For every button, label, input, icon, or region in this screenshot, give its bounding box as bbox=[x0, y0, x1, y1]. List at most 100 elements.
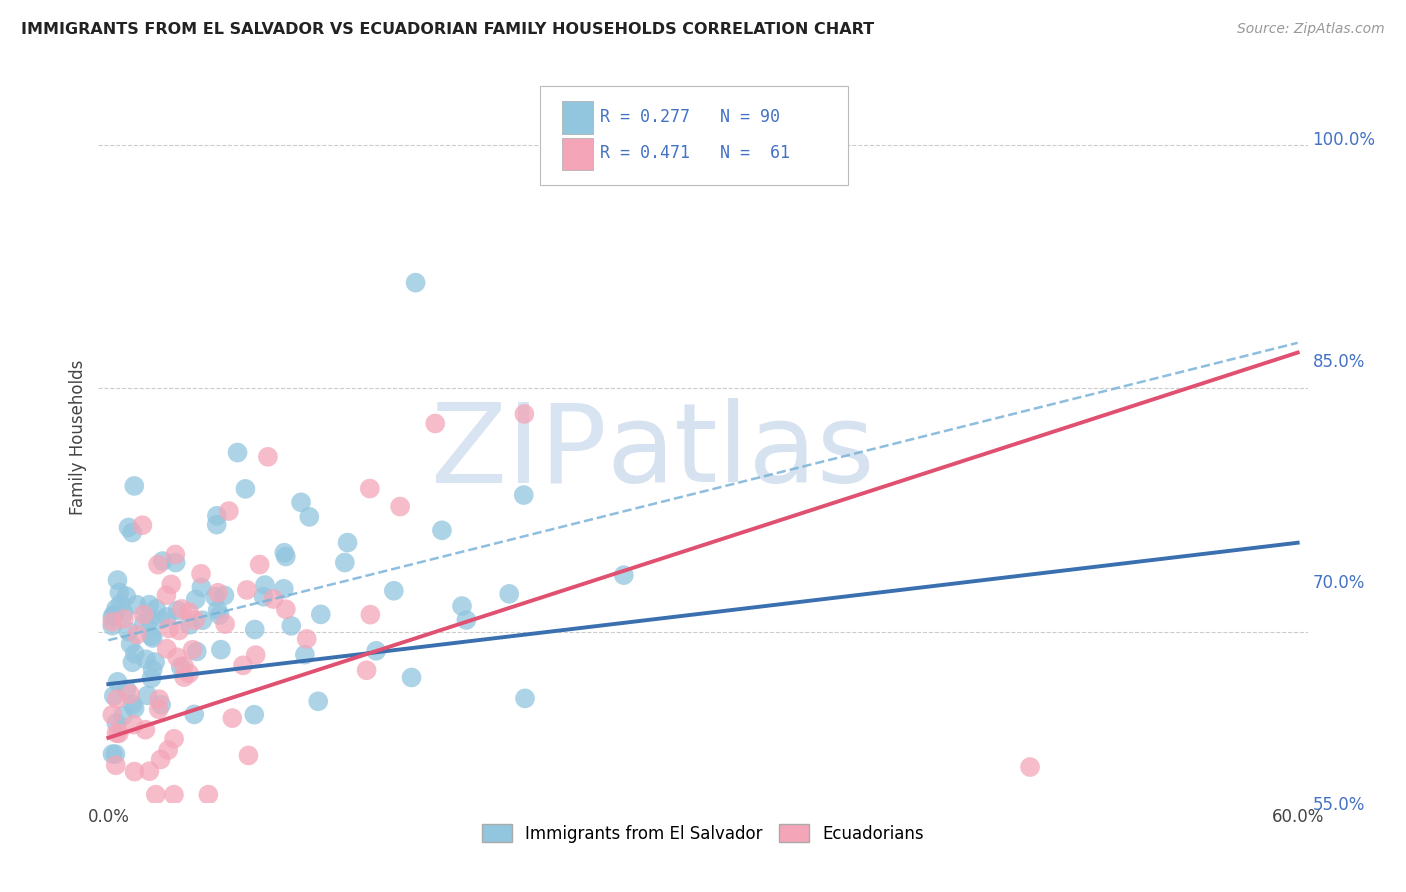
Text: IMMIGRANTS FROM EL SALVADOR VS ECUADORIAN FAMILY HOUSEHOLDS CORRELATION CHART: IMMIGRANTS FROM EL SALVADOR VS ECUADORIA… bbox=[21, 22, 875, 37]
Point bbox=[513, 488, 536, 502]
Point bbox=[104, 758, 127, 772]
Point bbox=[115, 589, 138, 603]
Point bbox=[226, 445, 249, 459]
Point bbox=[165, 548, 187, 562]
Point bbox=[166, 650, 188, 665]
Point bbox=[184, 613, 207, 627]
Point bbox=[105, 726, 128, 740]
Point bbox=[135, 652, 157, 666]
Point bbox=[179, 617, 201, 632]
Point bbox=[243, 623, 266, 637]
Point bbox=[132, 615, 155, 630]
Point bbox=[170, 660, 193, 674]
Point bbox=[117, 520, 139, 534]
Text: Source: ZipAtlas.com: Source: ZipAtlas.com bbox=[1237, 22, 1385, 37]
Point bbox=[115, 682, 138, 697]
Point bbox=[148, 692, 170, 706]
Point bbox=[382, 583, 405, 598]
Point bbox=[454, 877, 477, 891]
Point bbox=[430, 524, 453, 538]
Point bbox=[141, 629, 163, 643]
Point bbox=[1019, 760, 1042, 774]
Point bbox=[122, 717, 145, 731]
Point bbox=[107, 573, 129, 587]
Point bbox=[145, 788, 167, 802]
Point bbox=[112, 606, 135, 620]
Point bbox=[513, 407, 536, 421]
Point bbox=[273, 546, 295, 560]
Point bbox=[163, 731, 186, 746]
Point bbox=[257, 450, 280, 464]
Point bbox=[155, 588, 177, 602]
Point bbox=[290, 495, 312, 509]
Point bbox=[252, 590, 274, 604]
FancyBboxPatch shape bbox=[540, 86, 848, 185]
Point bbox=[117, 624, 139, 639]
Point bbox=[274, 602, 297, 616]
Point bbox=[190, 580, 212, 594]
Point bbox=[163, 788, 186, 802]
Point bbox=[295, 632, 318, 646]
Point bbox=[294, 648, 316, 662]
Point bbox=[183, 707, 205, 722]
Point bbox=[401, 671, 423, 685]
Point bbox=[141, 671, 163, 685]
Point bbox=[156, 610, 179, 624]
Point bbox=[121, 698, 143, 712]
Point bbox=[389, 500, 412, 514]
Point bbox=[456, 613, 478, 627]
Point bbox=[124, 701, 146, 715]
Point bbox=[336, 535, 359, 549]
Point bbox=[218, 504, 240, 518]
Point bbox=[214, 588, 236, 602]
Point bbox=[1000, 877, 1022, 891]
Point bbox=[101, 615, 124, 629]
Point bbox=[232, 658, 254, 673]
Point bbox=[184, 592, 207, 607]
Point bbox=[132, 607, 155, 622]
Point bbox=[166, 603, 188, 617]
Point bbox=[101, 747, 124, 761]
Point bbox=[149, 752, 172, 766]
Point bbox=[125, 627, 148, 641]
Point bbox=[197, 788, 219, 802]
Point bbox=[142, 663, 165, 677]
Point bbox=[111, 709, 134, 723]
Text: atlas: atlas bbox=[606, 398, 875, 505]
Point bbox=[177, 605, 200, 619]
Point bbox=[101, 610, 124, 624]
Point bbox=[104, 747, 127, 761]
Point bbox=[120, 637, 142, 651]
Point bbox=[405, 276, 427, 290]
Point bbox=[451, 599, 474, 613]
Point bbox=[190, 566, 212, 581]
Point bbox=[208, 608, 231, 623]
Point bbox=[173, 658, 195, 673]
Point bbox=[253, 578, 276, 592]
Point bbox=[191, 613, 214, 627]
Point bbox=[280, 619, 302, 633]
Point bbox=[214, 617, 236, 632]
Point bbox=[236, 877, 259, 891]
Point bbox=[136, 689, 159, 703]
Point bbox=[105, 601, 128, 615]
Point bbox=[309, 607, 332, 622]
Point bbox=[262, 592, 284, 607]
Point bbox=[124, 479, 146, 493]
Point bbox=[124, 764, 146, 779]
Point bbox=[142, 631, 165, 645]
Point bbox=[112, 612, 135, 626]
Point bbox=[150, 698, 173, 712]
Point bbox=[209, 642, 232, 657]
Point bbox=[124, 647, 146, 661]
Point bbox=[108, 726, 131, 740]
Point bbox=[205, 508, 228, 523]
Point bbox=[148, 702, 170, 716]
Point bbox=[307, 694, 329, 708]
Point bbox=[121, 525, 143, 540]
Point bbox=[156, 641, 179, 656]
Point bbox=[298, 509, 321, 524]
Point bbox=[245, 648, 267, 662]
Point bbox=[513, 691, 536, 706]
Point bbox=[121, 655, 143, 669]
